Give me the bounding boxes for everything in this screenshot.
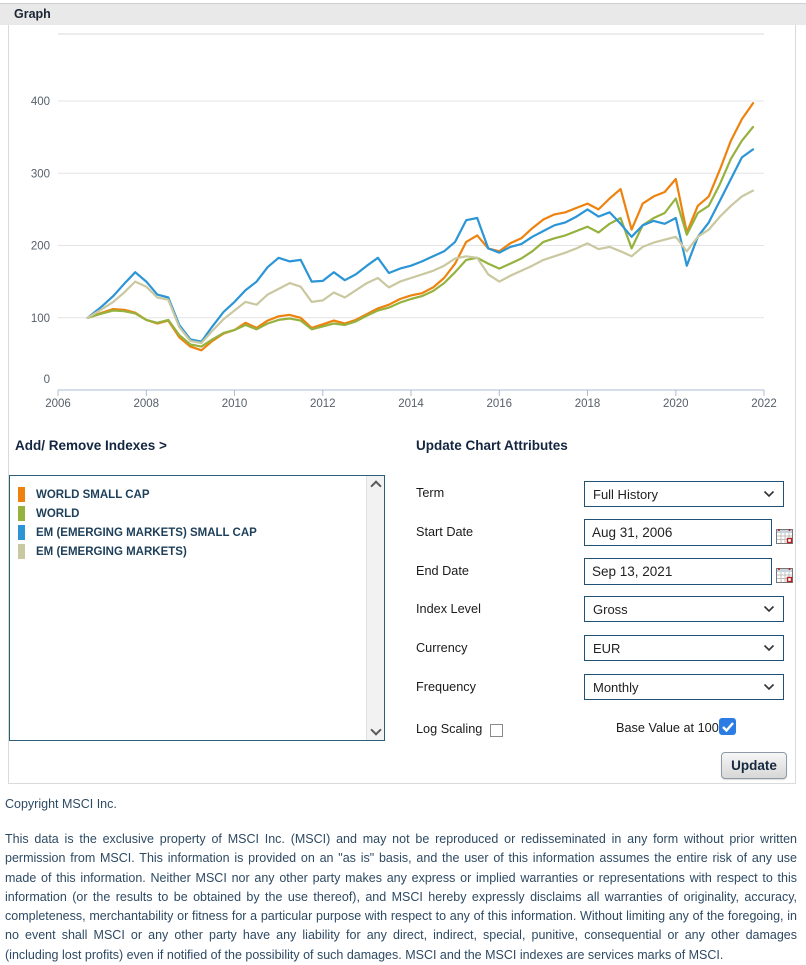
chart-svg: 0 100 200 300 400 2006 2008 2010 2012 2014 2016 201… — [31, 33, 777, 410]
index-list-item[interactable]: EM (EMERGING MARKETS) SMALL CAP — [10, 523, 366, 542]
index-name: EM (EMERGING MARKETS) — [36, 545, 187, 558]
svg-text:2022: 2022 — [751, 398, 777, 410]
currency-select-value: EUR — [593, 640, 621, 656]
scroll-down-arrow[interactable] — [367, 723, 384, 740]
legal-disclaimer-text: This data is the exclusive property of M… — [5, 832, 797, 962]
update-button[interactable]: Update — [721, 752, 787, 779]
index-level-select[interactable]: Gross — [584, 596, 784, 622]
indexes-panel-title: Add/ Remove Indexes > — [15, 438, 167, 453]
frequency-select[interactable]: Monthly — [584, 674, 784, 700]
index-name: WORLD SMALL CAP — [36, 488, 150, 501]
chevron-down-icon — [763, 644, 775, 652]
svg-text:2014: 2014 — [398, 398, 424, 410]
end-date-calendar-icon[interactable] — [776, 567, 793, 583]
index-name: WORLD — [36, 507, 80, 520]
scroll-up-arrow[interactable] — [367, 476, 384, 493]
chevron-up-icon — [370, 480, 382, 492]
content-panel: 0 100 200 300 400 2006 2008 2010 2012 2014 2016 201… — [8, 25, 796, 784]
currency-label: Currency — [416, 641, 468, 655]
term-select[interactable]: Full History — [584, 481, 784, 507]
start-date-label: Start Date — [416, 525, 474, 539]
legend-swatch — [18, 525, 25, 540]
index-listbox[interactable]: WORLD SMALL CAP WORLD EM (EMERGING MARKETS… — [9, 475, 385, 741]
svg-text:2016: 2016 — [487, 398, 513, 410]
svg-text:2006: 2006 — [45, 398, 71, 410]
copyright-text: Copyright MSCI Inc. — [5, 797, 117, 811]
legend-swatch — [18, 544, 25, 559]
index-list-item[interactable]: EM (EMERGING MARKETS) — [10, 542, 366, 561]
term-label: Term — [416, 486, 445, 500]
chevron-down-icon — [763, 683, 775, 691]
currency-select[interactable]: EUR — [584, 635, 784, 661]
form-title: Update Chart Attributes — [416, 438, 568, 453]
base-value-checkbox[interactable] — [719, 718, 736, 735]
svg-text:400: 400 — [31, 96, 50, 108]
check-icon — [722, 722, 734, 732]
index-level-select-value: Gross — [593, 601, 628, 617]
index-name: EM (EMERGING MARKETS) SMALL CAP — [36, 526, 257, 539]
svg-text:2008: 2008 — [134, 398, 160, 410]
term-select-value: Full History — [593, 486, 659, 502]
svg-text:300: 300 — [31, 168, 50, 180]
index-list-items: WORLD SMALL CAP WORLD EM (EMERGING MARKETS… — [10, 485, 366, 561]
svg-text:0: 0 — [44, 374, 50, 386]
svg-text:100: 100 — [31, 313, 50, 325]
svg-text:2018: 2018 — [575, 398, 601, 410]
legend-swatch — [18, 487, 25, 502]
svg-text:2010: 2010 — [222, 398, 248, 410]
graph-tab-title: Graph — [14, 7, 51, 21]
svg-text:2012: 2012 — [310, 398, 336, 410]
start-date-value: Aug 31, 2006 — [592, 525, 673, 540]
listbox-scrollbar[interactable] — [366, 476, 384, 740]
base-value-label: Base Value at 100 — [616, 721, 719, 735]
chevron-down-icon — [763, 490, 775, 498]
svg-text:200: 200 — [31, 241, 50, 253]
chevron-down-icon — [763, 605, 775, 613]
legend-swatch — [18, 506, 25, 521]
frequency-select-value: Monthly — [593, 679, 639, 695]
top-divider — [0, 3, 806, 4]
index-list-item[interactable]: WORLD — [10, 504, 366, 523]
start-date-calendar-icon[interactable] — [776, 528, 793, 544]
log-scaling-checkbox[interactable] — [490, 724, 503, 737]
start-date-input[interactable]: Aug 31, 2006 — [584, 519, 772, 546]
log-scaling-label: Log Scaling — [416, 722, 483, 736]
graph-header-bar: Graph — [0, 4, 806, 25]
frequency-label: Frequency — [416, 680, 476, 694]
svg-text:2020: 2020 — [663, 398, 689, 410]
chevron-down-icon — [370, 724, 382, 736]
end-date-value: Sep 13, 2021 — [592, 564, 673, 579]
index-level-label: Index Level — [416, 602, 481, 616]
end-date-label: End Date — [416, 564, 469, 578]
end-date-input[interactable]: Sep 13, 2021 — [584, 558, 772, 585]
index-list-item[interactable]: WORLD SMALL CAP — [10, 485, 366, 504]
